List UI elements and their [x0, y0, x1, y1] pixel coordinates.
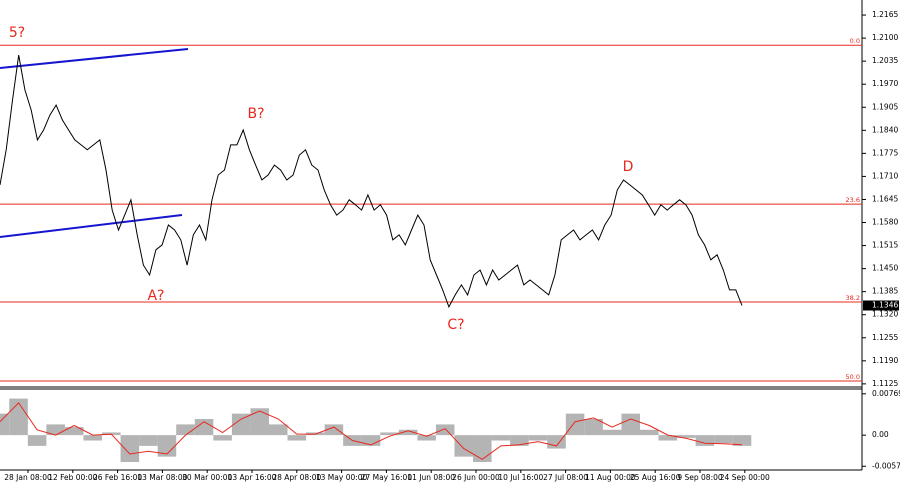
fib-label: 50.0: [846, 373, 860, 381]
x-tick-label: 11 Jun 08:00: [407, 473, 455, 482]
x-tick-label: 27 May 16:00: [361, 473, 413, 482]
histogram-bar: [380, 432, 399, 436]
histogram-bar: [417, 435, 436, 441]
histogram-bar: [361, 435, 381, 446]
histogram-bar: [64, 427, 84, 436]
histogram-bar: [120, 435, 140, 463]
y-tick-label: 1.2165: [872, 10, 898, 19]
x-tick-label: 26 Jun 00:00: [452, 473, 500, 482]
y-tick-label: 1.2035: [872, 56, 898, 65]
histogram-bar: [194, 419, 214, 436]
y-tick-label: 1.1645: [872, 194, 898, 203]
x-tick-label: 13 Mar 08:00: [137, 473, 187, 482]
histogram-bar: [528, 435, 548, 441]
histogram-bar: [473, 435, 492, 463]
x-tick-label: 28 Jan 08:00: [4, 473, 52, 482]
y-tick-label: 1.1190: [872, 356, 898, 365]
fib-label: 38.2: [846, 294, 860, 302]
wave-label: C?: [447, 317, 464, 333]
plot-background: [0, 0, 862, 470]
histogram-bar: [139, 435, 158, 446]
y-tick-label: 1.1840: [872, 125, 898, 134]
wave-label: D: [623, 159, 634, 175]
histogram-bar: [510, 435, 529, 446]
histogram-bar: [268, 424, 288, 436]
histogram-bar: [176, 424, 195, 436]
last-price-box: [863, 300, 899, 311]
y-tick-label: 1.2100: [872, 33, 898, 42]
histogram-bar: [9, 398, 28, 436]
histogram-bar: [454, 435, 474, 457]
price-line: [0, 55, 743, 309]
histogram-bar: [83, 435, 103, 441]
signal-line: [0, 402, 743, 460]
histogram-bar: [714, 435, 733, 444]
histogram-bar: [157, 435, 177, 457]
x-tick-label: 13 May 00:00: [316, 473, 368, 482]
histogram-bar: [732, 435, 752, 446]
x-tick-label: 9 Sep 08:00: [677, 473, 723, 482]
wave-label: A?: [147, 288, 164, 304]
histogram-bar: [231, 413, 251, 436]
histogram-bar: [46, 424, 65, 436]
y-tick-label: 1.1775: [872, 148, 898, 157]
x-tick-label: 27 Jul 08:00: [543, 473, 588, 482]
channel-line: [0, 48, 189, 69]
x-tick-label: 24 Sep 00:00: [720, 473, 770, 482]
y-tick-label: 0.00769: [872, 389, 900, 398]
y-tick-label: 1.1905: [872, 102, 898, 111]
x-tick-label: 30 Mar 00:00: [182, 473, 232, 482]
fib-label: 23.6: [846, 196, 860, 204]
y-tick-label: 0.00: [872, 430, 889, 439]
histogram-bar: [621, 413, 640, 436]
histogram-bar: [250, 408, 269, 436]
histogram-bar: [565, 413, 585, 436]
histogram-bar: [398, 429, 418, 436]
histogram-bar: [287, 435, 307, 441]
histogram-bar: [584, 419, 603, 436]
wave-label: 5?: [9, 25, 25, 41]
y-tick-label: 1.1255: [872, 333, 898, 342]
histogram-bar: [491, 435, 511, 441]
histogram-bar: [0, 413, 10, 436]
x-tick-label: 13 Apr 16:00: [228, 473, 277, 482]
x-tick-label: 10 Jul 16:00: [498, 473, 543, 482]
histogram-bar: [658, 435, 678, 441]
histogram-bar: [639, 429, 659, 436]
y-tick-label: -0.00579: [872, 461, 900, 470]
y-tick-label: 1.1450: [872, 264, 898, 273]
x-tick-label: 11 Aug 00:00: [585, 473, 636, 482]
fib-label: 0.0: [850, 37, 860, 45]
y-tick-label: 1.1385: [872, 287, 898, 296]
histogram-bar: [602, 429, 622, 436]
last-price-label: 1.1346: [872, 300, 898, 309]
y-tick-label: 1.1320: [872, 310, 898, 319]
wave-label: B?: [247, 106, 264, 122]
x-tick-label: 28 Apr 08:00: [272, 473, 321, 482]
x-tick-label: 26 Feb 16:00: [93, 473, 142, 482]
histogram-bar: [27, 435, 47, 446]
histogram-bar: [677, 435, 696, 438]
y-tick-label: 1.1580: [872, 218, 898, 227]
y-tick-label: 1.1125: [872, 379, 898, 388]
histogram-bar: [324, 424, 344, 436]
histogram-bar: [213, 435, 232, 441]
histogram-bar: [695, 435, 715, 446]
y-tick-label: 1.1515: [872, 241, 898, 250]
channel-line: [0, 214, 183, 238]
y-tick-label: 1.1710: [872, 171, 898, 180]
x-tick-label: 25 Aug 16:00: [630, 473, 681, 482]
x-tick-label: 12 Feb 00:00: [48, 473, 97, 482]
y-tick-label: 1.1970: [872, 79, 898, 88]
histogram-bar: [435, 424, 455, 436]
